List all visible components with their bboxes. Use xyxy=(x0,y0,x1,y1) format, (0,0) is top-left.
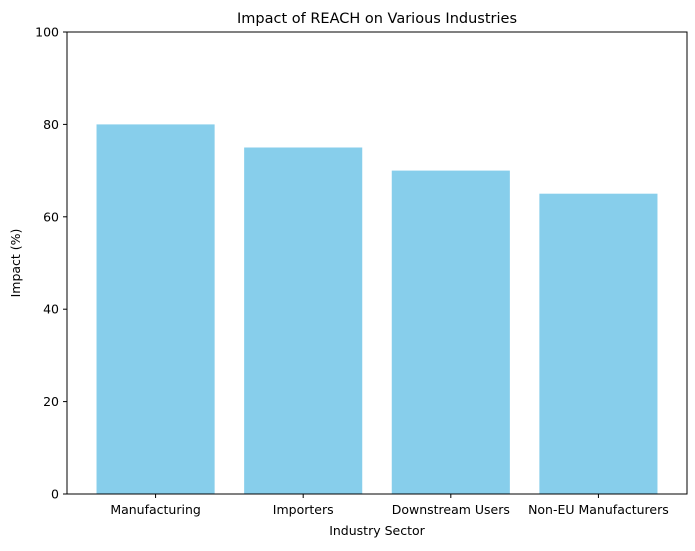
y-tick-label: 40 xyxy=(43,302,59,317)
bar-downstream-users xyxy=(391,170,510,494)
x-axis-label: Industry Sector xyxy=(329,523,425,538)
chart-title: Impact of REACH on Various Industries xyxy=(237,11,517,27)
bar-non-eu-manufacturers xyxy=(539,193,658,494)
bar-manufacturing xyxy=(96,124,215,495)
y-tick-label: 100 xyxy=(35,25,59,40)
bar-importers xyxy=(244,147,363,494)
x-tick-label: Manufacturing xyxy=(110,502,201,517)
y-tick-label: 20 xyxy=(43,394,59,409)
x-tick-label: Importers xyxy=(273,502,334,517)
y-tick-label: 60 xyxy=(43,209,59,224)
plot-frame xyxy=(66,31,688,495)
y-axis-label: Impact (%) xyxy=(8,229,23,298)
x-tick-label: Downstream Users xyxy=(392,502,510,517)
y-tick-label: 0 xyxy=(51,487,59,502)
x-tick-label: Non-EU Manufacturers xyxy=(528,502,669,517)
y-tick-label: 80 xyxy=(43,117,59,132)
